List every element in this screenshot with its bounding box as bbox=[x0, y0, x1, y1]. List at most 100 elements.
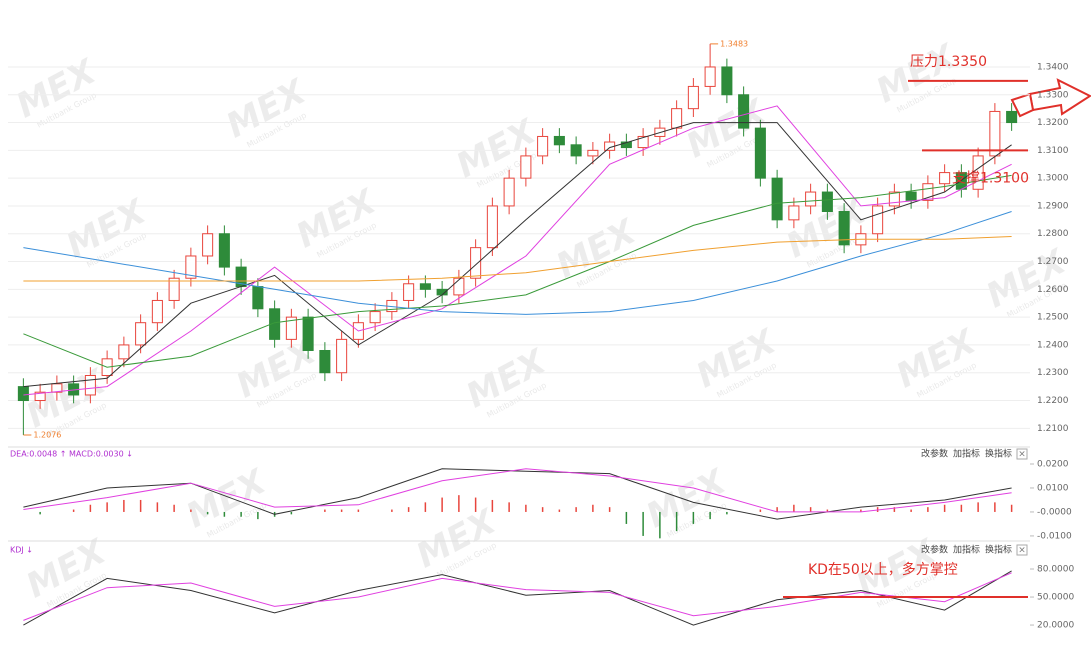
candle-body bbox=[252, 286, 264, 310]
y-tick-label: -0.0000 bbox=[1037, 507, 1072, 517]
candle-body bbox=[336, 338, 348, 374]
candle-body bbox=[369, 311, 381, 324]
indicator-line bbox=[23, 174, 1012, 368]
candle-body bbox=[269, 308, 281, 340]
indicator-header: DEA:0.0048 ↑ MACD:0.0030 ↓ bbox=[10, 450, 133, 459]
y-tick-label: 1.2800 bbox=[1037, 229, 1069, 239]
indicator-button: 改参数 bbox=[921, 544, 948, 556]
candle-body bbox=[922, 183, 934, 201]
candle-body bbox=[319, 349, 331, 374]
candle-body bbox=[202, 233, 214, 257]
indicator-line bbox=[23, 572, 1012, 621]
candle-body bbox=[805, 191, 817, 207]
candle-body bbox=[905, 191, 917, 201]
candle-body bbox=[185, 255, 197, 279]
candle-body bbox=[118, 344, 130, 360]
y-tick-label: 1.2200 bbox=[1037, 396, 1069, 406]
candle-body bbox=[687, 85, 699, 110]
y-tick-label: 1.2700 bbox=[1037, 257, 1069, 267]
indicator-line bbox=[23, 211, 1012, 315]
candle-body bbox=[671, 108, 683, 129]
y-tick-label: 1.2400 bbox=[1037, 340, 1069, 350]
y-tick-label: 1.2500 bbox=[1037, 313, 1069, 323]
candle-body bbox=[17, 386, 29, 402]
candle-body bbox=[34, 391, 46, 402]
candle-body bbox=[704, 66, 716, 87]
level-label: 支撑1.3100 bbox=[952, 170, 1029, 186]
level-label: KD在50以上，多方掌控 bbox=[808, 561, 958, 578]
y-tick-label: 1.3000 bbox=[1037, 174, 1069, 184]
y-tick-label: 1.2900 bbox=[1037, 201, 1069, 211]
indicator-line bbox=[23, 122, 1012, 388]
candle-body bbox=[520, 155, 532, 179]
candle-body bbox=[771, 177, 783, 221]
candle-body bbox=[470, 247, 482, 279]
level-label: 压力1.3350 bbox=[910, 54, 987, 70]
y-tick-label: 1.3400 bbox=[1037, 62, 1069, 72]
indicator-button: 加指标 bbox=[953, 448, 980, 460]
high-label: 1.3483 bbox=[720, 39, 748, 48]
y-tick-label: 1.3200 bbox=[1037, 118, 1069, 128]
low-label: 1.2076 bbox=[33, 430, 61, 439]
candle-body bbox=[218, 233, 230, 268]
candle-body bbox=[821, 191, 833, 213]
y-tick-label: 20.0000 bbox=[1037, 621, 1074, 631]
candle-body bbox=[403, 283, 415, 301]
y-tick-label: 1.2600 bbox=[1037, 285, 1069, 295]
close-button: × bbox=[1018, 450, 1026, 460]
candle-body bbox=[587, 149, 599, 157]
candle-body bbox=[838, 211, 850, 246]
y-tick-label: 1.3300 bbox=[1037, 90, 1069, 100]
candle-body bbox=[637, 135, 649, 149]
y-tick-label: 80.0000 bbox=[1037, 565, 1074, 575]
candle-body bbox=[939, 172, 951, 185]
candle-body bbox=[537, 135, 549, 157]
candle-body bbox=[419, 283, 431, 290]
indicator-button: 换指标 bbox=[985, 544, 1012, 556]
y-tick-label: 1.2300 bbox=[1037, 368, 1069, 378]
indicator-line bbox=[23, 570, 1012, 626]
y-tick-label: 1.2100 bbox=[1037, 424, 1069, 434]
indicator-line bbox=[23, 468, 1012, 513]
candle-body bbox=[570, 144, 582, 157]
close-box bbox=[1016, 448, 1028, 460]
candle-body bbox=[285, 316, 297, 340]
candle-body bbox=[872, 205, 884, 235]
candle-body bbox=[503, 177, 515, 207]
indicator-button: 换指标 bbox=[985, 448, 1012, 460]
candle-body bbox=[788, 205, 800, 221]
candle-body bbox=[972, 155, 984, 190]
y-tick-label: 50.0000 bbox=[1037, 593, 1074, 603]
y-tick-label: 0.0200 bbox=[1037, 459, 1069, 469]
candle-body bbox=[51, 383, 63, 393]
arrow-icon bbox=[1010, 92, 1035, 118]
candle-body bbox=[754, 127, 766, 179]
candle-body bbox=[84, 375, 96, 396]
candle-body bbox=[989, 110, 1001, 157]
y-tick-label: -0.0100 bbox=[1037, 531, 1072, 541]
candle-body bbox=[168, 277, 180, 301]
y-tick-label: 0.0100 bbox=[1037, 483, 1069, 493]
indicator-line bbox=[23, 105, 1012, 396]
candle-body bbox=[553, 135, 565, 146]
candle-body bbox=[151, 299, 163, 324]
candle-body bbox=[302, 316, 314, 351]
close-box bbox=[1016, 544, 1028, 556]
candle-body bbox=[888, 191, 900, 207]
indicator-button: 改参数 bbox=[921, 448, 948, 460]
indicator-button: 加指标 bbox=[953, 544, 980, 556]
candle-body bbox=[486, 205, 498, 249]
arrow-icon bbox=[1028, 78, 1091, 116]
indicator-header: KDJ ↓ bbox=[10, 546, 33, 555]
close-button: × bbox=[1018, 546, 1026, 556]
candle-body bbox=[453, 277, 465, 296]
candle-body bbox=[721, 66, 733, 96]
candle-body bbox=[738, 94, 750, 129]
candle-body bbox=[1006, 110, 1018, 124]
candle-body bbox=[620, 141, 632, 149]
y-tick-label: 1.3100 bbox=[1037, 146, 1069, 156]
candle-body bbox=[135, 322, 147, 346]
indicator-line bbox=[23, 236, 1012, 282]
